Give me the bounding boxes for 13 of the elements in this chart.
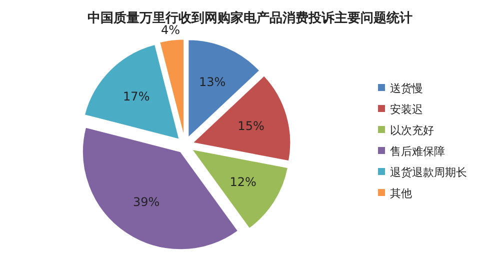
data-label: 13% [198, 75, 226, 90]
data-label: 4% [160, 23, 180, 38]
legend-label: 售后难保障 [390, 144, 445, 158]
legend-label: 退货退款周期长 [390, 166, 467, 179]
data-label: 17% [123, 90, 150, 104]
data-label: 12% [230, 175, 256, 190]
chart-title: 中国质量万里行收到网购家电产品消费投诉主要问题统计 [88, 10, 412, 26]
legend-label: 送货慢 [390, 82, 423, 95]
legend-label: 其他 [390, 186, 412, 200]
data-label: 39% [133, 195, 160, 210]
legend-label: 安装迟 [390, 102, 423, 116]
legend-label: 以次充好 [390, 124, 434, 137]
data-label: 15% [238, 119, 264, 134]
